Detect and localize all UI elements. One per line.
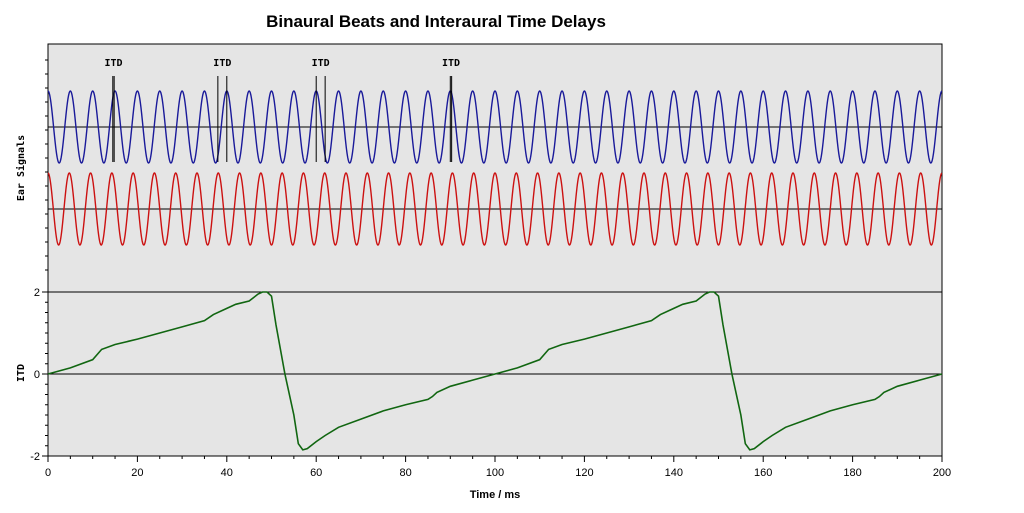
itd-series-line	[47, 291, 943, 451]
x-tick-label: 180	[843, 467, 861, 479]
x-tick-label: 160	[754, 467, 772, 479]
itd-marker-label: ITD	[312, 58, 330, 69]
chart-title: Binaural Beats and Interaural Time Delay…	[266, 12, 606, 31]
ear-signal-series	[47, 172, 943, 246]
itd-tick-label: 2	[34, 287, 40, 299]
itd-ylabel: ITD	[16, 364, 27, 382]
itd-tick-label: 0	[34, 369, 40, 381]
itd-marker-label: ITD	[213, 58, 231, 69]
x-axis: 0 20 40 60 80 100 120 140 160 180 200	[45, 456, 951, 479]
x-tick-label: 60	[310, 467, 322, 479]
itd-marker-label: ITD	[442, 58, 460, 69]
x-tick-label: 80	[399, 467, 411, 479]
itd-tick-label: -2	[30, 451, 40, 463]
x-tick-label: 0	[45, 467, 51, 479]
x-axis-label: Time / ms	[470, 489, 521, 501]
x-tick-label: 200	[933, 467, 951, 479]
plot-area	[47, 43, 943, 457]
x-tick-label: 20	[131, 467, 143, 479]
x-tick-label: 40	[221, 467, 233, 479]
x-tick-label: 100	[486, 467, 504, 479]
itd-marker-label: ITD	[104, 58, 122, 69]
x-tick-label: 120	[575, 467, 593, 479]
ear-signal-series	[47, 90, 943, 164]
x-tick-label: 140	[665, 467, 683, 479]
itd-panel: -2 0 2	[30, 287, 943, 463]
ear-signals-panel: ITD ITD ITD ITD	[45, 58, 943, 271]
ear-signals-ylabel: Ear Signals	[15, 135, 27, 201]
